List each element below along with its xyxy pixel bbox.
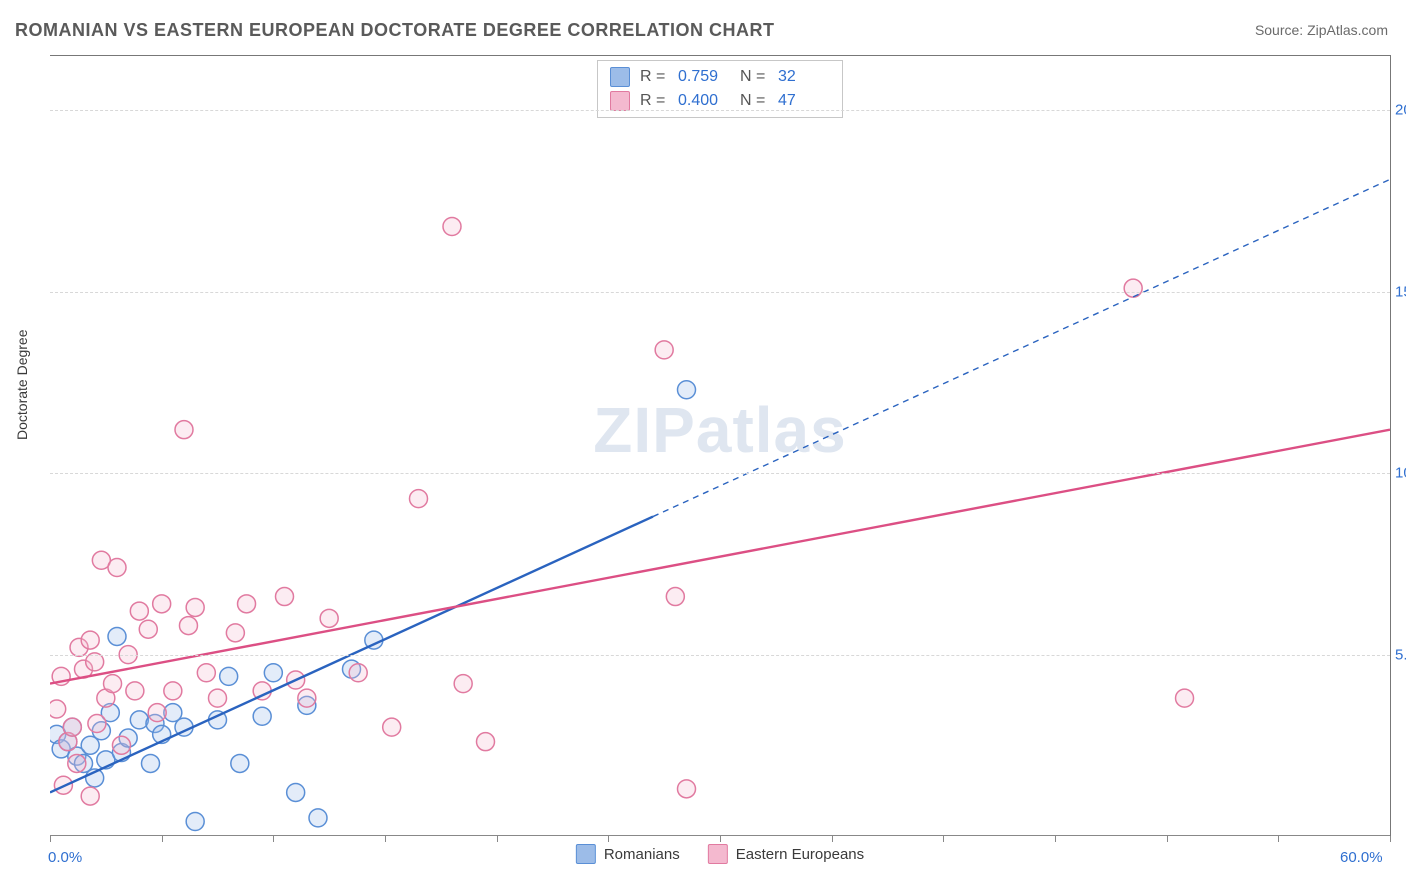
data-point-eastern bbox=[88, 715, 106, 733]
data-point-eastern bbox=[50, 700, 66, 718]
data-point-eastern bbox=[130, 602, 148, 620]
y-tick-label: 20.0% bbox=[1395, 102, 1406, 119]
data-point-romanians bbox=[287, 783, 305, 801]
x-tick-mark bbox=[497, 836, 498, 842]
data-point-eastern bbox=[197, 664, 215, 682]
x-tick-mark bbox=[1055, 836, 1056, 842]
x-tick-mark bbox=[50, 836, 51, 842]
data-point-eastern bbox=[1176, 689, 1194, 707]
legend-correlation-row-romanians: R = 0.759 N = 32 bbox=[610, 65, 830, 89]
x-tick-mark bbox=[273, 836, 274, 842]
legend-correlation-row-eastern: R = 0.400 N = 47 bbox=[610, 89, 830, 113]
x-tick-label: 60.0% bbox=[1340, 849, 1383, 866]
data-point-eastern bbox=[666, 588, 684, 606]
legend-n-label: N = bbox=[740, 68, 768, 86]
data-point-eastern bbox=[175, 421, 193, 439]
trend-line-romanians-extrap bbox=[653, 179, 1390, 516]
data-point-eastern bbox=[104, 675, 122, 693]
data-point-romanians bbox=[264, 664, 282, 682]
data-point-romanians bbox=[108, 627, 126, 645]
data-point-eastern bbox=[226, 624, 244, 642]
data-point-romanians bbox=[142, 754, 160, 772]
grid-line-h bbox=[50, 655, 1390, 656]
y-axis-label: Doctorate Degree bbox=[14, 329, 30, 440]
data-point-eastern bbox=[153, 595, 171, 613]
x-tick-mark bbox=[385, 836, 386, 842]
source-attribution: Source: ZipAtlas.com bbox=[1255, 22, 1388, 38]
chart-svg bbox=[50, 56, 1390, 836]
data-point-romanians bbox=[220, 667, 238, 685]
data-point-eastern bbox=[477, 733, 495, 751]
data-point-romanians bbox=[253, 707, 271, 725]
data-point-eastern bbox=[238, 595, 256, 613]
data-point-romanians bbox=[309, 809, 327, 827]
source-label: Source: bbox=[1255, 22, 1307, 38]
x-tick-mark bbox=[1167, 836, 1168, 842]
data-point-eastern bbox=[186, 598, 204, 616]
legend-swatch-eastern bbox=[610, 91, 630, 111]
legend-series-label-eastern: Eastern Europeans bbox=[736, 846, 864, 863]
data-point-eastern bbox=[68, 754, 86, 772]
data-point-eastern bbox=[1124, 279, 1142, 297]
data-point-eastern bbox=[63, 718, 81, 736]
data-point-romanians bbox=[678, 381, 696, 399]
data-point-eastern bbox=[108, 559, 126, 577]
x-tick-mark bbox=[943, 836, 944, 842]
grid-line-h bbox=[50, 110, 1390, 111]
trend-line-eastern bbox=[50, 430, 1390, 684]
legend-correlation: R = 0.759 N = 32 R = 0.400 N = 47 bbox=[597, 60, 843, 118]
x-tick-mark bbox=[832, 836, 833, 842]
y-tick-label: 15.0% bbox=[1395, 283, 1406, 300]
data-point-eastern bbox=[276, 588, 294, 606]
x-tick-mark bbox=[162, 836, 163, 842]
y-tick-label: 10.0% bbox=[1395, 465, 1406, 482]
x-tick-mark bbox=[1390, 836, 1391, 842]
data-point-eastern bbox=[81, 787, 99, 805]
plot-area: ZIPatlas R =0.759N =32R =0.400N =47 Roma… bbox=[50, 55, 1391, 836]
data-point-romanians bbox=[186, 812, 204, 830]
legend-series-item-eastern: Eastern Europeans bbox=[708, 844, 864, 864]
x-tick-label: 0.0% bbox=[48, 849, 82, 866]
legend-series-item-romanians: Romanians bbox=[576, 844, 680, 864]
data-point-romanians bbox=[231, 754, 249, 772]
data-point-eastern bbox=[126, 682, 144, 700]
x-tick-mark bbox=[608, 836, 609, 842]
chart-title: ROMANIAN VS EASTERN EUROPEAN DOCTORATE D… bbox=[15, 20, 775, 41]
source-name: ZipAtlas.com bbox=[1307, 22, 1388, 38]
legend-n-value-eastern: 47 bbox=[778, 92, 830, 110]
data-point-eastern bbox=[443, 218, 461, 236]
data-point-eastern bbox=[112, 736, 130, 754]
legend-r-label: R = bbox=[640, 68, 668, 86]
x-tick-mark bbox=[1278, 836, 1279, 842]
legend-swatch-eastern bbox=[708, 844, 728, 864]
y-tick-label: 5.0% bbox=[1395, 646, 1406, 663]
data-point-eastern bbox=[164, 682, 182, 700]
legend-n-label: N = bbox=[740, 92, 768, 110]
data-point-eastern bbox=[179, 617, 197, 635]
grid-line-h bbox=[50, 292, 1390, 293]
legend-swatch-romanians bbox=[576, 844, 596, 864]
data-point-eastern bbox=[139, 620, 157, 638]
data-point-eastern bbox=[209, 689, 227, 707]
x-tick-mark bbox=[720, 836, 721, 842]
data-point-eastern bbox=[655, 341, 673, 359]
legend-r-value-romanians: 0.759 bbox=[678, 68, 730, 86]
data-point-eastern bbox=[320, 609, 338, 627]
data-point-eastern bbox=[454, 675, 472, 693]
data-point-eastern bbox=[410, 490, 428, 508]
legend-series: Romanians Eastern Europeans bbox=[576, 844, 864, 864]
data-point-eastern bbox=[148, 704, 166, 722]
legend-r-label: R = bbox=[640, 92, 668, 110]
legend-series-label-romanians: Romanians bbox=[604, 846, 680, 863]
data-point-eastern bbox=[349, 664, 367, 682]
data-point-eastern bbox=[81, 631, 99, 649]
data-point-eastern bbox=[298, 689, 316, 707]
data-point-eastern bbox=[678, 780, 696, 798]
legend-swatch-romanians bbox=[610, 67, 630, 87]
legend-r-value-eastern: 0.400 bbox=[678, 92, 730, 110]
grid-line-h bbox=[50, 473, 1390, 474]
data-point-eastern bbox=[383, 718, 401, 736]
legend-n-value-romanians: 32 bbox=[778, 68, 830, 86]
